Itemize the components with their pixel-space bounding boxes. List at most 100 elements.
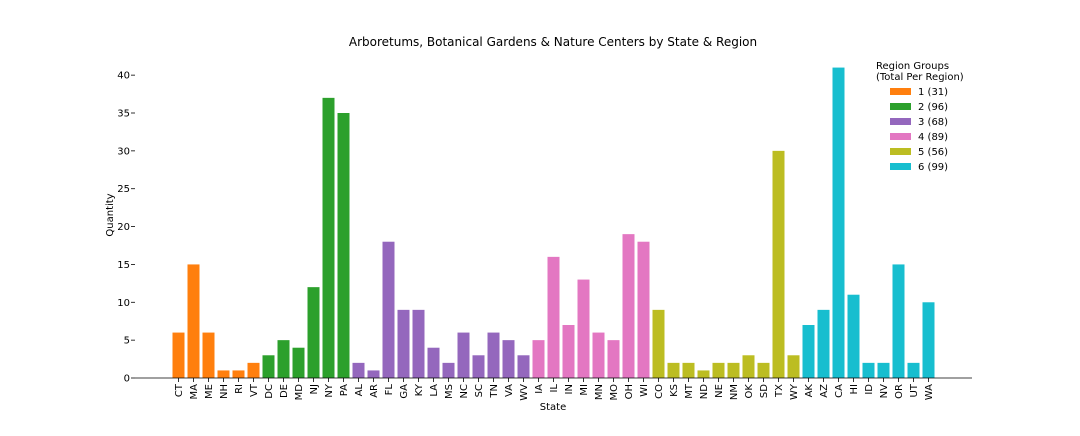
x-tick-label: IA (534, 384, 545, 394)
x-tick-label: GA (399, 384, 410, 399)
x-tick-label: AZ (819, 384, 830, 398)
bar-wv (517, 355, 530, 378)
bar-mt (682, 362, 695, 378)
y-tick-label: 5 (124, 336, 130, 347)
x-tick-label: OR (894, 384, 905, 399)
x-tick-label: CT (174, 383, 185, 397)
x-tick-label: NM (729, 384, 740, 400)
bar-ri (232, 370, 245, 378)
bar-ia (532, 340, 545, 378)
x-tick-label: WA (924, 384, 935, 400)
y-tick-label: 30 (117, 146, 130, 157)
x-tick-label: SC (474, 384, 485, 397)
x-tick-label: DE (279, 384, 290, 398)
x-tick-label: IL (549, 384, 560, 393)
bar-pa (337, 113, 350, 378)
legend-label: 1 (31) (918, 87, 948, 98)
legend-label: 2 (96) (918, 102, 948, 113)
x-tick-label: TN (489, 384, 500, 399)
legend-label: 6 (99) (918, 162, 948, 173)
x-tick-label: NJ (309, 384, 320, 394)
bar-ok (742, 355, 755, 378)
bar-in (562, 325, 575, 378)
bar-mo (607, 340, 620, 378)
x-axis-label: State (540, 402, 566, 413)
bar-il (547, 256, 560, 378)
bar-sc (472, 355, 485, 378)
bar-id (862, 362, 875, 378)
legend-label: 3 (68) (918, 117, 948, 128)
x-tick-label: ND (699, 384, 710, 399)
legend-swatch (890, 88, 911, 95)
x-tick-label: ID (864, 384, 875, 395)
bar-me (202, 332, 215, 378)
y-tick-label: 0 (124, 374, 130, 385)
x-tick-label: MO (609, 384, 620, 401)
x-tick-label: WY (789, 383, 800, 400)
legend-label: 4 (89) (918, 132, 948, 143)
bar-ar (367, 370, 380, 378)
y-tick-label: 40 (117, 71, 130, 82)
x-tick-label: WV (519, 384, 530, 401)
y-tick-label: 15 (117, 260, 130, 271)
bar-la (427, 347, 440, 378)
legend-swatch (890, 103, 911, 110)
bar-al (352, 362, 365, 378)
x-tick-label: KY (414, 383, 425, 396)
bar-ks (667, 362, 680, 378)
x-tick-label: IN (564, 384, 575, 394)
x-tick-label: MN (594, 384, 605, 400)
legend-swatch (890, 133, 911, 140)
bar-wy (787, 355, 800, 378)
bar-nj (307, 287, 320, 378)
legend-title: Region Groups (876, 61, 949, 72)
bar-dc (262, 355, 275, 378)
x-tick-label: CO (654, 384, 665, 399)
bar-nd (697, 370, 710, 378)
bar-nv (877, 362, 890, 378)
bar-va (502, 340, 515, 378)
x-tick-label: MD (294, 384, 305, 401)
bar-az (817, 309, 830, 378)
bar-ak (802, 325, 815, 378)
x-tick-label: AR (369, 384, 380, 398)
bar-ky (412, 309, 425, 378)
x-tick-label: NE (714, 384, 725, 398)
bar-mi (577, 279, 590, 378)
x-tick-label: FL (384, 384, 395, 396)
x-tick-label: WI (639, 384, 650, 397)
x-tick-label: NH (219, 384, 230, 399)
x-tick-label: OK (744, 384, 755, 399)
legend-swatch (890, 148, 911, 155)
x-tick-label: SD (759, 384, 770, 398)
x-tick-label: VA (504, 384, 515, 397)
legend-swatch (890, 163, 911, 170)
x-tick-label: RI (234, 384, 245, 394)
bar-nc (457, 332, 470, 378)
bar-hi (847, 294, 860, 378)
x-tick-label: MT (684, 383, 695, 399)
x-tick-label: KS (669, 384, 680, 397)
bar-ga (397, 309, 410, 378)
legend: Region Groups(Total Per Region) 1 (31) 2 (… (876, 61, 964, 173)
legend-title: (Total Per Region) (876, 72, 964, 83)
bar-wa (922, 302, 935, 378)
y-tick-label: 35 (117, 109, 130, 120)
x-tick-label: HI (849, 384, 860, 394)
x-tick-label: UT (909, 383, 920, 397)
y-tick-label: 25 (117, 184, 130, 195)
bar-ct (172, 332, 185, 378)
x-tick-label: AK (804, 384, 815, 398)
x-tick-label: LA (429, 384, 440, 397)
bar-ut (907, 362, 920, 378)
x-tick-label: CA (834, 384, 845, 398)
x-tick-label: NC (459, 384, 470, 398)
x-tick-label: OH (624, 384, 635, 399)
bar-ma (187, 264, 200, 378)
legend-label: 5 (56) (918, 147, 948, 158)
bar-md (292, 347, 305, 378)
legend-swatch (890, 118, 911, 125)
x-tick-label: MS (444, 384, 455, 399)
